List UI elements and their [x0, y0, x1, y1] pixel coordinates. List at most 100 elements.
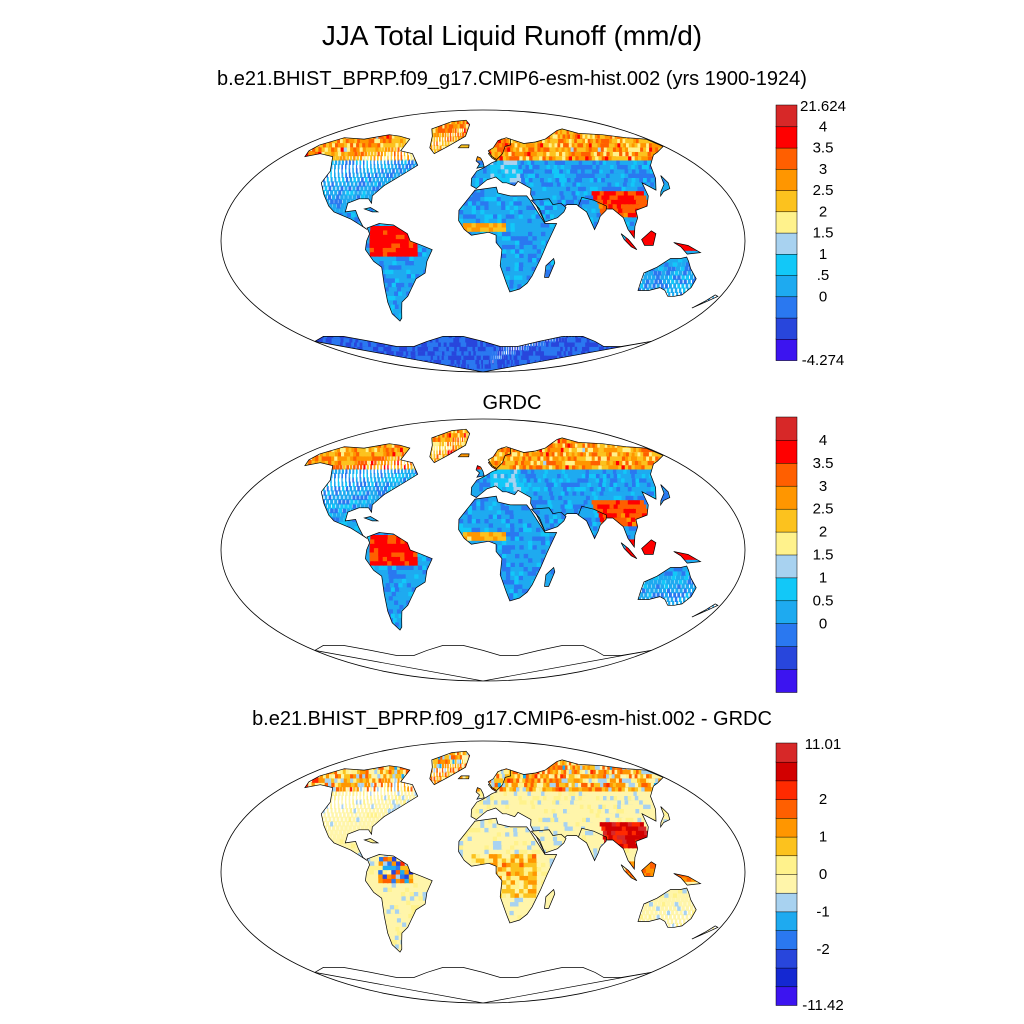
- grid-cell: [722, 229, 728, 234]
- grid-cell: [497, 125, 502, 130]
- grid-cell: [408, 308, 415, 313]
- grid-cell: [695, 225, 701, 230]
- grid-cell: [276, 221, 281, 226]
- grid-cell: [384, 216, 389, 221]
- grid-cell: [295, 203, 299, 208]
- grid-cell: [426, 286, 432, 291]
- grid-cell: [511, 125, 518, 130]
- grid-cell: [414, 291, 420, 296]
- grid-cell: [471, 244, 477, 249]
- grid-cell: [599, 125, 618, 130]
- grid-cell: [320, 203, 324, 208]
- grid-cell: [372, 269, 378, 274]
- grid-cell: [662, 234, 668, 239]
- grid-cell: [533, 125, 543, 130]
- grid-cell: [467, 266, 473, 271]
- grid-cell: [263, 194, 266, 199]
- grid-cell: [665, 199, 672, 204]
- grid-cell: [578, 355, 591, 360]
- grid-cell: [419, 308, 425, 313]
- grid-cell: [413, 312, 420, 317]
- grid-cell: [459, 279, 465, 284]
- grid-cell: [289, 177, 290, 182]
- grid-cell: [368, 212, 373, 217]
- grid-cell: [317, 160, 320, 165]
- grid-cell: [604, 341, 611, 346]
- grid-cell: [717, 203, 725, 208]
- grid-cell: [291, 194, 294, 199]
- grid-cell: [674, 177, 683, 182]
- grid-cell: [420, 363, 440, 368]
- grid-cell: [679, 194, 687, 199]
- grid-cell: [261, 203, 264, 208]
- grid-cell: [696, 270, 700, 275]
- grid-cell: [667, 216, 674, 221]
- grid-cell: [285, 186, 287, 191]
- grid-cell: [720, 221, 727, 226]
- grid-cell: [458, 231, 464, 236]
- grid-cell: [301, 199, 304, 204]
- grid-cell: [464, 283, 470, 288]
- grid-cell: [696, 279, 699, 284]
- grid-cell: [507, 337, 510, 342]
- grid-cell: [420, 138, 422, 143]
- grid-cell: [716, 194, 724, 199]
- grid-cell: [424, 277, 430, 282]
- grid-cell: [484, 270, 489, 275]
- grid-cell: [707, 208, 714, 213]
- grid-cell: [516, 337, 518, 342]
- grid-cell: [656, 257, 661, 262]
- grid-cell: [655, 216, 662, 221]
- grid-cell: [323, 208, 327, 213]
- grid-cell: [687, 194, 695, 199]
- grid-cell: [493, 133, 498, 138]
- grid-cell: [555, 359, 570, 364]
- grid-cell: [693, 186, 702, 191]
- grid-cell: [358, 203, 362, 208]
- grid-cell: [733, 221, 740, 226]
- grid-cell: [484, 257, 490, 262]
- grid-cell: [474, 146, 478, 151]
- grid-cell: [701, 234, 707, 239]
- grid-cell: [433, 282, 439, 287]
- grid-cell: [732, 234, 738, 239]
- grid-cell: [287, 194, 290, 199]
- grid-cell: [418, 229, 423, 234]
- grid-cell: [580, 216, 586, 221]
- grid-cell: [336, 225, 341, 230]
- grid-cell: [569, 216, 575, 221]
- grid-cell: [585, 221, 591, 226]
- grid-cell: [312, 173, 313, 178]
- grid-cell: [303, 216, 307, 221]
- grid-cell: [508, 341, 510, 346]
- grid-cell: [476, 244, 482, 249]
- grid-cell: [708, 291, 710, 296]
- grid-cell: [594, 129, 609, 134]
- grid-cell: [565, 221, 571, 226]
- grid-cell: [414, 333, 422, 338]
- grid-cell: [698, 275, 701, 280]
- grid-cell: [674, 192, 682, 197]
- grid-cell: [298, 221, 303, 226]
- grid-cell: [484, 275, 489, 280]
- grid-cell: [560, 216, 566, 221]
- grid-cell: [479, 234, 485, 239]
- grid-cell: [636, 234, 642, 239]
- grid-cell: [300, 212, 304, 217]
- grid-cell: [427, 260, 433, 265]
- grid-cell: [623, 337, 630, 342]
- grid-cell: [405, 199, 410, 204]
- grid-cell: [406, 194, 410, 199]
- grid-cell: [583, 229, 589, 234]
- grid-cell: [522, 337, 524, 342]
- grid-cell: [319, 177, 321, 182]
- grid-cell: [670, 229, 676, 234]
- grid-cell: [515, 186, 521, 191]
- grid-cell: [426, 132, 429, 137]
- grid-cell: [595, 125, 613, 130]
- grid-cell: [403, 337, 412, 342]
- grid-cell: [485, 235, 491, 240]
- grid-cell: [525, 125, 534, 130]
- grid-cell: [246, 221, 250, 226]
- grid-cell: [405, 173, 408, 178]
